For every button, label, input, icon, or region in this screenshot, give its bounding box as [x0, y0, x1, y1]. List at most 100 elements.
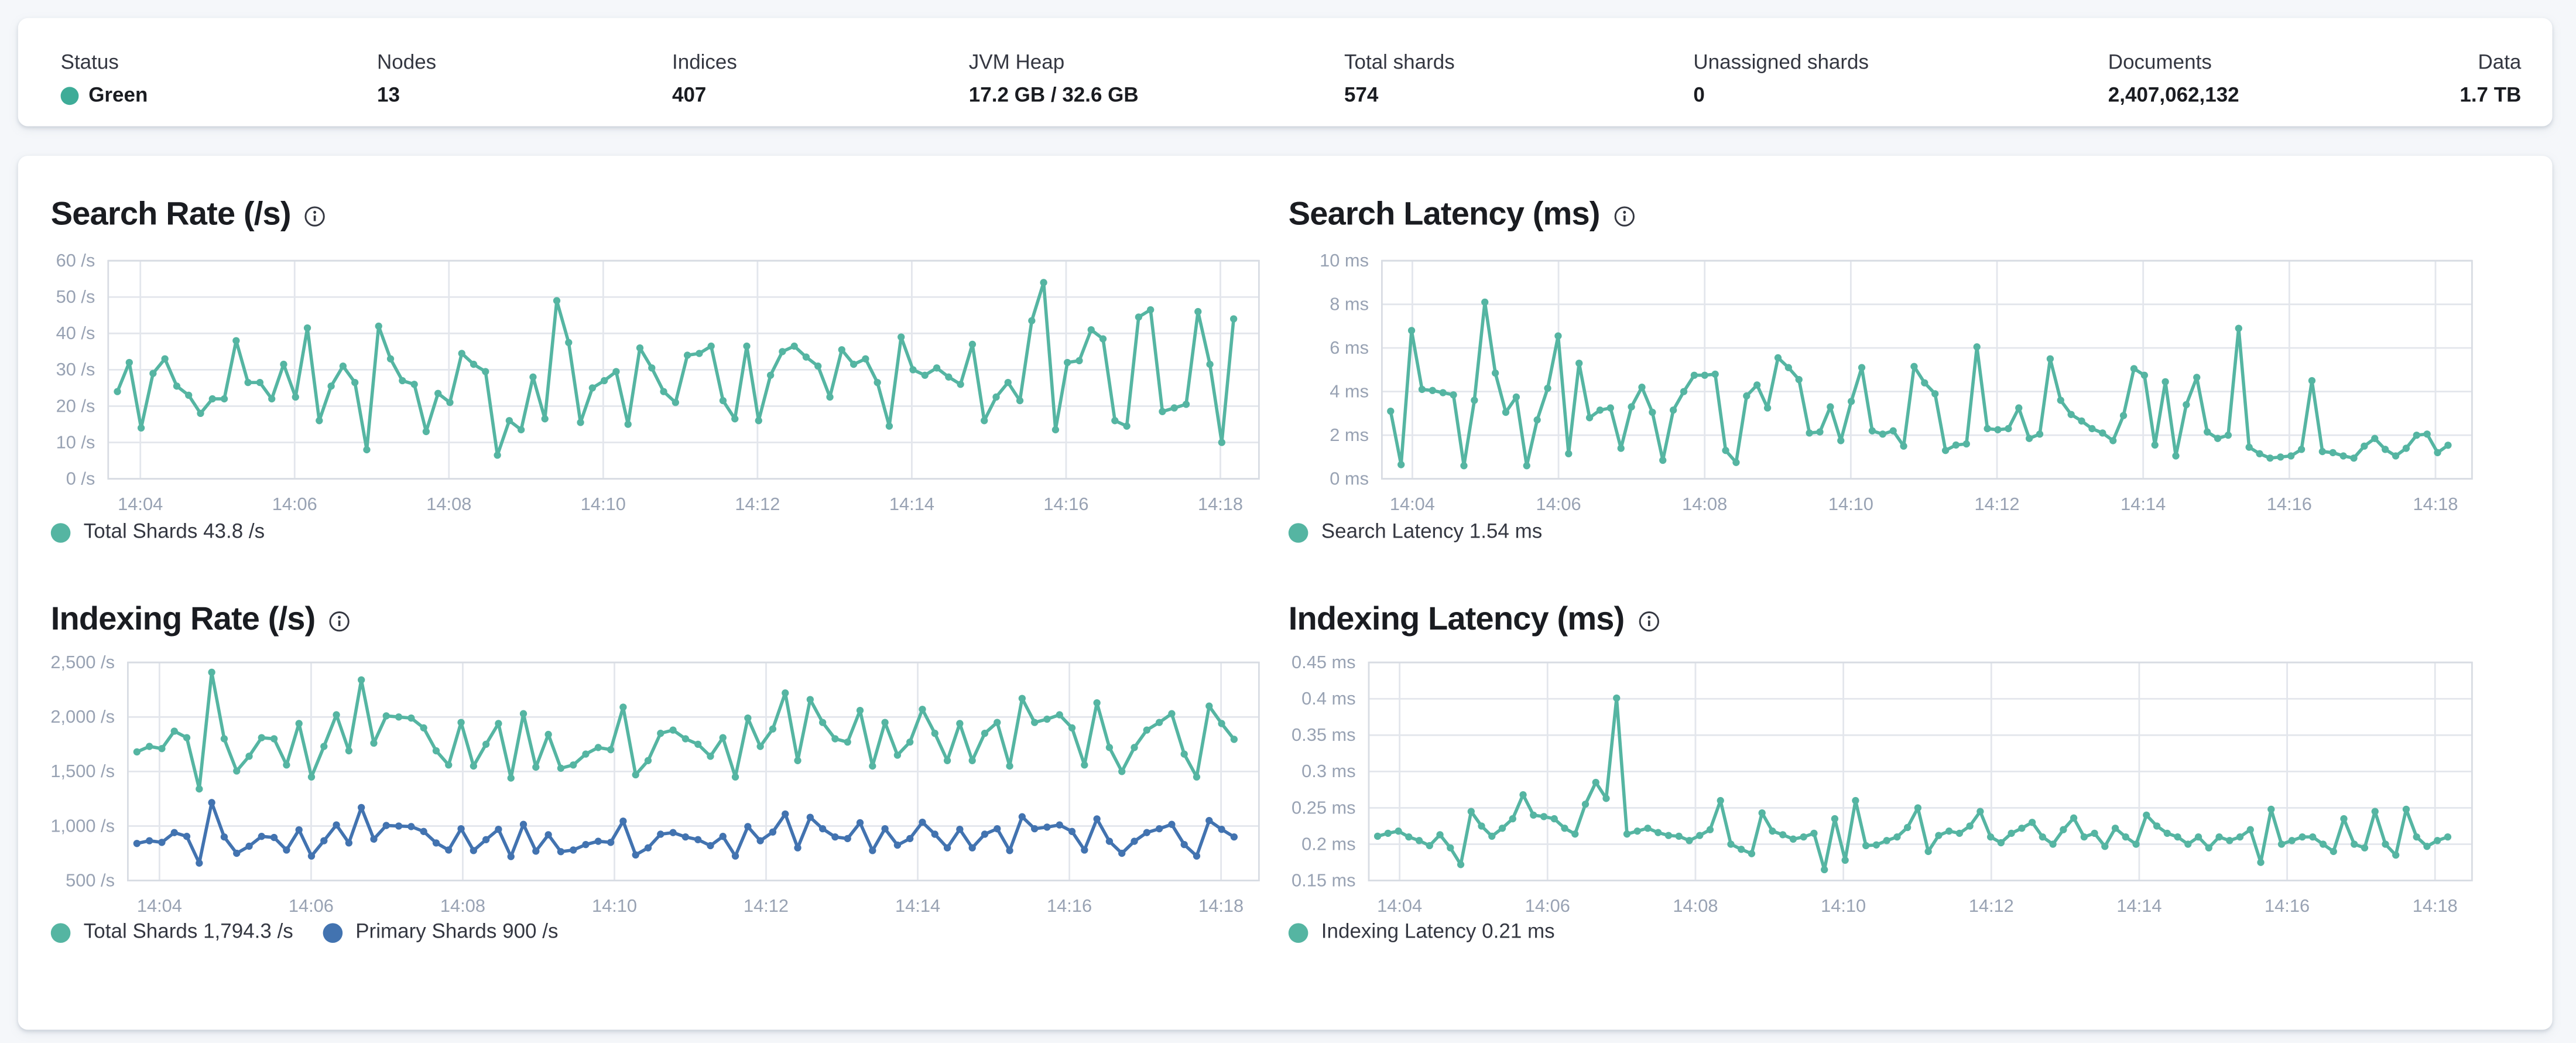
data-point[interactable]	[529, 373, 537, 381]
data-point[interactable]	[233, 767, 241, 775]
data-point[interactable]	[295, 720, 303, 727]
data-point[interactable]	[1530, 811, 1537, 819]
data-point[interactable]	[2297, 446, 2306, 453]
data-point[interactable]	[495, 825, 502, 833]
data-point[interactable]	[1075, 357, 1083, 365]
data-point[interactable]	[921, 371, 929, 379]
data-point[interactable]	[2402, 444, 2410, 452]
data-point[interactable]	[1159, 408, 1166, 415]
data-point[interactable]	[1093, 815, 1101, 823]
data-point[interactable]	[657, 730, 664, 737]
data-point[interactable]	[1143, 829, 1150, 836]
data-point[interactable]	[1218, 825, 1225, 833]
data-point[interactable]	[494, 452, 501, 459]
data-point[interactable]	[719, 833, 727, 840]
data-point[interactable]	[268, 395, 276, 403]
data-point[interactable]	[802, 353, 810, 361]
data-point[interactable]	[553, 297, 561, 305]
data-point[interactable]	[931, 830, 938, 838]
data-point[interactable]	[782, 810, 789, 818]
data-point[interactable]	[382, 822, 390, 829]
data-point[interactable]	[280, 360, 287, 368]
data-point[interactable]	[1952, 441, 1960, 449]
data-point[interactable]	[532, 763, 540, 771]
data-point[interactable]	[1512, 393, 1520, 401]
data-point[interactable]	[1230, 833, 1238, 841]
data-point[interactable]	[672, 399, 680, 406]
data-point[interactable]	[2091, 829, 2098, 837]
data-point[interactable]	[358, 803, 365, 812]
data-point[interactable]	[2266, 454, 2274, 462]
data-point[interactable]	[125, 358, 133, 367]
data-point[interactable]	[2018, 825, 2026, 832]
data-point[interactable]	[283, 761, 290, 769]
info-icon[interactable]	[1638, 610, 1660, 633]
data-point[interactable]	[2099, 429, 2106, 437]
data-point[interactable]	[133, 748, 141, 756]
data-point[interactable]	[1921, 379, 1928, 387]
data-point[interactable]	[351, 378, 359, 387]
data-point[interactable]	[919, 818, 926, 826]
data-point[interactable]	[1795, 375, 1803, 384]
data-point[interactable]	[1565, 450, 1573, 457]
data-point[interactable]	[2235, 324, 2242, 332]
data-point[interactable]	[844, 738, 851, 746]
data-point[interactable]	[1147, 306, 1155, 314]
data-point[interactable]	[1585, 414, 1594, 422]
data-point[interactable]	[1387, 407, 1395, 415]
data-point[interactable]	[1623, 830, 1631, 838]
data-point[interactable]	[1955, 829, 1964, 837]
data-point[interactable]	[582, 840, 590, 849]
data-point[interactable]	[744, 823, 752, 830]
data-point[interactable]	[1872, 841, 1880, 849]
data-point[interactable]	[849, 360, 858, 368]
data-point[interactable]	[636, 344, 644, 352]
data-point[interactable]	[968, 340, 977, 348]
data-point[interactable]	[114, 388, 121, 395]
data-point[interactable]	[1447, 844, 1454, 852]
data-point[interactable]	[1841, 856, 1849, 864]
data-point[interactable]	[316, 417, 323, 425]
data-point[interactable]	[2267, 805, 2275, 813]
data-point[interactable]	[1883, 837, 1890, 844]
data-point[interactable]	[1690, 371, 1698, 379]
data-point[interactable]	[2067, 411, 2075, 418]
data-point[interactable]	[1748, 850, 1756, 857]
data-point[interactable]	[565, 338, 573, 347]
data-point[interactable]	[482, 740, 490, 748]
data-point[interactable]	[457, 719, 465, 726]
data-point[interactable]	[2226, 837, 2234, 844]
data-point[interactable]	[619, 817, 627, 825]
data-point[interactable]	[2184, 840, 2192, 848]
data-point[interactable]	[2392, 452, 2400, 460]
data-point[interactable]	[1043, 715, 1051, 723]
data-point[interactable]	[1852, 796, 1859, 805]
data-point[interactable]	[1415, 837, 1423, 844]
data-point[interactable]	[292, 393, 299, 401]
data-point[interactable]	[2140, 371, 2149, 379]
data-point[interactable]	[1976, 808, 1984, 815]
data-point[interactable]	[395, 822, 403, 830]
indexing-latency-chart[interactable]: 14:04 14:06 14:08 14:10 14:12 14:14 14:16 14:18…	[1289, 652, 2492, 921]
data-point[interactable]	[1502, 408, 1510, 416]
data-point[interactable]	[1397, 461, 1405, 469]
data-point[interactable]	[1135, 313, 1143, 321]
data-point[interactable]	[1732, 459, 1740, 466]
data-point[interactable]	[1491, 369, 1499, 377]
data-point[interactable]	[981, 830, 989, 838]
data-point[interactable]	[943, 844, 951, 852]
data-point[interactable]	[756, 837, 764, 844]
data-point[interactable]	[743, 342, 751, 350]
data-point[interactable]	[420, 827, 427, 835]
data-point[interactable]	[457, 825, 465, 833]
data-point[interactable]	[2111, 825, 2119, 832]
data-point[interactable]	[1900, 442, 1907, 450]
data-point[interactable]	[208, 668, 215, 676]
data-point[interactable]	[624, 420, 632, 428]
data-point[interactable]	[1910, 363, 1918, 370]
data-point[interactable]	[407, 714, 415, 722]
data-point[interactable]	[992, 393, 1000, 401]
data-point[interactable]	[541, 415, 549, 423]
data-point[interactable]	[1889, 427, 1897, 435]
data-point[interactable]	[806, 813, 814, 821]
